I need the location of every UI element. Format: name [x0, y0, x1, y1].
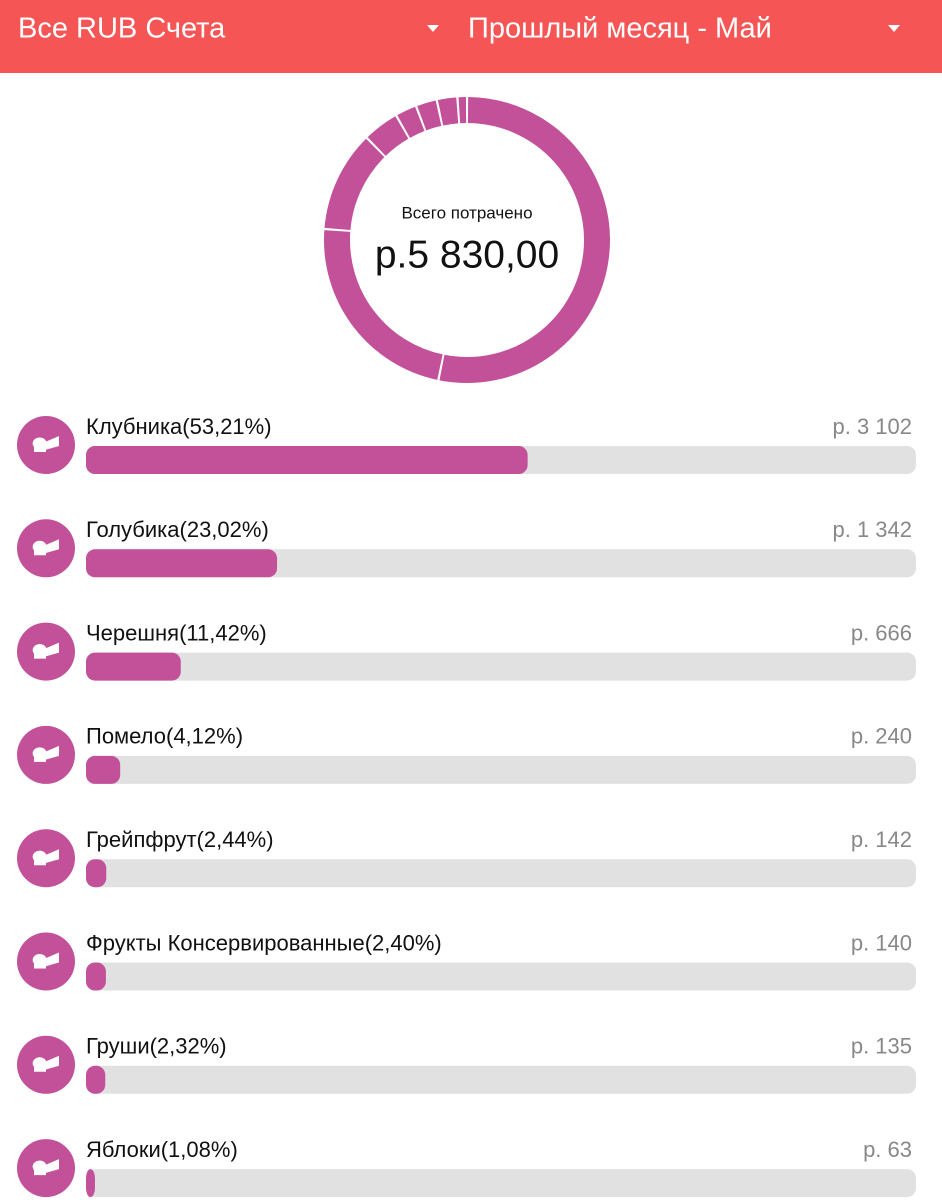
category-row[interactable]: Голубика(23,02%) р. 1 342	[17, 517, 916, 578]
bar-track	[86, 859, 916, 888]
icon-glyph	[32, 1159, 59, 1176]
bar-track	[86, 1065, 916, 1094]
app-bar	[0, 0, 942, 73]
dropdown-arrow[interactable]	[427, 25, 439, 32]
category-amount: р. 666	[851, 620, 912, 645]
bar-fill	[86, 1169, 95, 1198]
donut-segment	[439, 97, 610, 383]
category-amount: р. 240	[851, 724, 912, 749]
bar-fill	[86, 652, 181, 681]
category-label: Клубника(53,21%)	[86, 414, 272, 439]
bar-fill	[86, 962, 106, 991]
category-amount: р. 142	[851, 827, 912, 852]
donut-segment	[397, 106, 425, 138]
donut-segment	[417, 100, 442, 131]
period-selector[interactable]: Прошлый месяц - Май	[468, 13, 772, 45]
icon-glyph	[32, 539, 59, 556]
category-amount: р. 63	[863, 1137, 912, 1162]
icon-glyph	[32, 745, 59, 762]
bar-track	[86, 962, 916, 991]
category-label: Грейпфрут(2,44%)	[86, 827, 274, 852]
category-label: Яблоки(1,08%)	[86, 1137, 238, 1162]
category-row[interactable]: Черешня(11,42%) р. 666	[17, 620, 916, 681]
donut-segment	[367, 116, 409, 157]
bar-track	[86, 755, 916, 784]
bar-track	[86, 1169, 916, 1198]
bar-fill	[86, 859, 107, 888]
category-label: Фрукты Консервированные(2,40%)	[86, 930, 442, 955]
total-caption: Всего потрачено	[401, 203, 532, 222]
category-label: Помело(4,12%)	[86, 724, 243, 749]
category-list: Клубника(53,21%) р. 3 102 Голубика(23,02%)…	[17, 414, 916, 1198]
category-amount: р. 1 342	[832, 517, 912, 542]
category-row[interactable]: Клубника(53,21%) р. 3 102	[17, 414, 916, 474]
bar-track	[86, 652, 916, 681]
total-amount: р.5 830,00	[375, 233, 559, 276]
bar-track	[86, 549, 916, 578]
bar-fill	[86, 1065, 106, 1094]
donut-segment	[324, 230, 443, 380]
bar-fill	[86, 755, 121, 784]
category-amount: р. 135	[851, 1034, 912, 1059]
category-row[interactable]: Яблоки(1,08%) р. 63	[17, 1137, 916, 1198]
dropdown-arrow[interactable]	[888, 25, 900, 32]
category-row[interactable]: Грейпфрут(2,44%) р. 142	[17, 827, 916, 888]
bar-fill	[86, 446, 528, 474]
category-label: Груши(2,32%)	[86, 1034, 227, 1059]
bar-fill	[86, 549, 278, 578]
category-label: Черешня(11,42%)	[86, 620, 267, 645]
icon-glyph	[32, 952, 59, 969]
donut-segment	[324, 138, 385, 231]
category-row[interactable]: Груши(2,32%) р. 135	[17, 1034, 916, 1094]
icon-glyph	[32, 849, 59, 866]
category-amount: р. 3 102	[832, 414, 912, 439]
category-label: Голубика(23,02%)	[86, 517, 269, 542]
category-row[interactable]: Фрукты Консервированные(2,40%) р. 140	[17, 930, 916, 991]
donut	[324, 97, 610, 383]
category-row[interactable]: Помело(4,12%) р. 240	[17, 724, 916, 784]
account-selector[interactable]: Все RUB Счета	[18, 13, 226, 45]
donut-segment	[437, 97, 459, 126]
icon-glyph	[32, 642, 59, 659]
icon-glyph	[32, 436, 59, 452]
icon-glyph	[32, 1055, 59, 1072]
category-amount: р. 140	[851, 930, 912, 955]
